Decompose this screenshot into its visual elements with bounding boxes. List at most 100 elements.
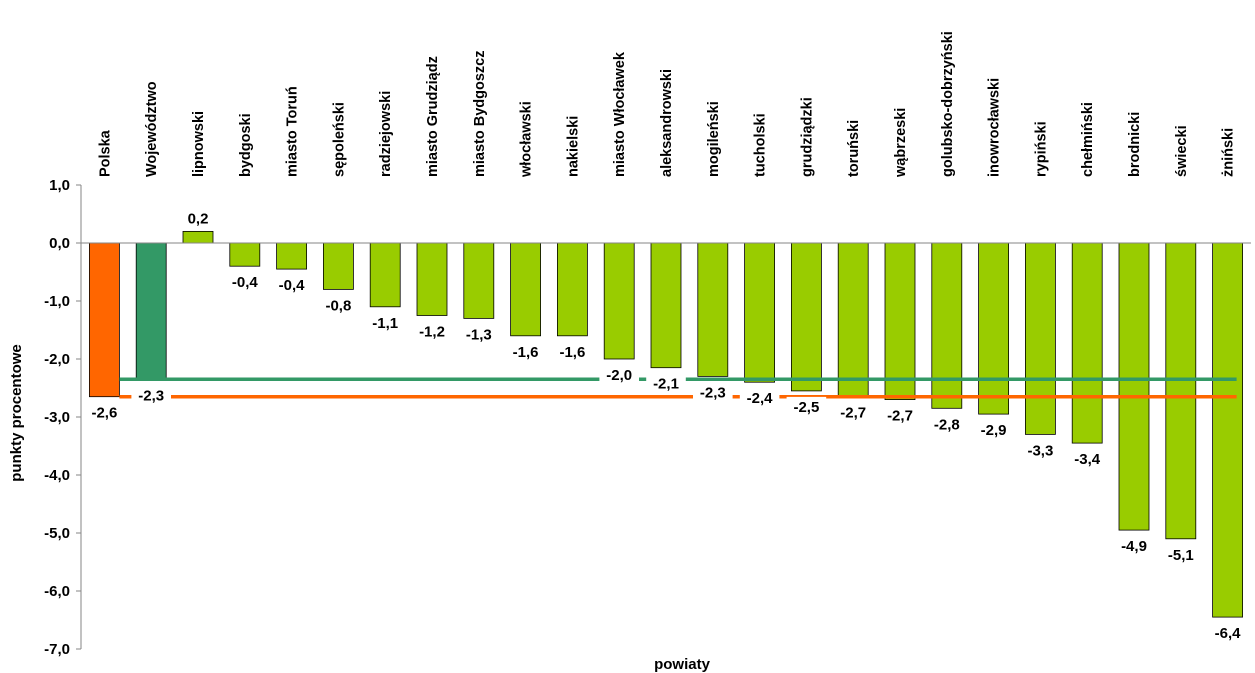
data-label: -2,7 — [840, 405, 866, 422]
bar-district — [1165, 242, 1197, 540]
category-label: miasto Włocławek — [612, 51, 628, 177]
category-label: tucholski — [753, 113, 769, 177]
category-label: Województwo — [144, 81, 160, 177]
data-label: -6,4 — [1215, 625, 1242, 642]
data-label-bg — [599, 365, 639, 385]
category-labels: Polska Województwo lipnowski bydgoski miasto… — [97, 31, 1236, 178]
data-label: -0,4 — [279, 277, 306, 294]
data-label-bg — [973, 420, 1014, 441]
data-label-bg — [552, 341, 593, 362]
data-label: -0,8 — [325, 297, 351, 314]
data-label-bg — [693, 382, 733, 403]
data-label-bg — [225, 272, 265, 293]
bar-district — [978, 242, 1009, 415]
category-label: mogileński — [706, 101, 722, 177]
category-label: inowrocławski — [987, 78, 1003, 177]
category-label: Polska — [97, 129, 113, 177]
category-label: wąbrzeski — [893, 108, 909, 178]
category-label: golubsko-dobrzyński — [940, 31, 956, 177]
data-label: -2,7 — [887, 408, 913, 425]
data-label: 0,2 — [188, 210, 209, 227]
category-label: włocławski — [519, 101, 535, 178]
data-label: -4,9 — [1121, 538, 1147, 555]
data-label: -2,4 — [747, 390, 774, 407]
data-label: -1,6 — [559, 344, 585, 361]
bar-district — [744, 242, 775, 383]
y-tick-label: -5,0 — [44, 525, 70, 542]
data-label: -2,0 — [606, 367, 632, 384]
data-label: -0,4 — [232, 274, 259, 291]
data-label: -5,1 — [1168, 547, 1194, 564]
y-tick-label: -2,0 — [44, 351, 70, 368]
category-label: radziejowski — [378, 91, 394, 177]
data-label-bg — [271, 275, 312, 296]
y-tick-label: -4,0 — [44, 467, 70, 484]
y-axis: 1,0 0,0 -1,0 -2,0 -3,0 -4,0 -5,0 -6,0 -7,0 — [44, 177, 82, 658]
bar-district — [229, 242, 261, 267]
category-label: toruński — [846, 120, 862, 177]
x-axis-title: powiaty — [654, 656, 710, 673]
bar-district — [1118, 242, 1150, 531]
data-label-bg — [646, 373, 686, 394]
bar-district — [791, 242, 822, 392]
bar-district — [603, 242, 635, 360]
data-label: -2,1 — [653, 376, 679, 393]
data-label-bg — [1207, 623, 1248, 644]
data-label-bg — [1020, 440, 1061, 461]
data-label-bg — [182, 208, 214, 229]
data-label: -2,9 — [981, 422, 1007, 439]
category-label: żniński — [1221, 128, 1237, 177]
y-tick-label: -1,0 — [44, 293, 70, 310]
bar-district — [1071, 242, 1103, 444]
category-label: świecki — [1174, 125, 1190, 177]
bar-country — [89, 242, 120, 398]
data-label: -2,8 — [934, 416, 960, 433]
data-label-bg — [365, 312, 405, 333]
bars — [81, 230, 1251, 618]
category-label: rypiński — [1033, 121, 1049, 177]
category-label: nakielski — [565, 116, 581, 177]
data-label-bg — [927, 414, 967, 435]
data-label: -1,3 — [466, 326, 492, 343]
y-tick-label: -6,0 — [44, 583, 70, 600]
data-label-bg — [412, 321, 452, 342]
bar-district — [182, 230, 214, 244]
data-label-bg — [739, 388, 780, 409]
category-label: miasto Toruń — [285, 86, 301, 177]
data-label-bg — [459, 324, 499, 345]
bar-district — [650, 242, 682, 369]
y-tick-label: -7,0 — [44, 641, 70, 658]
y-tick-label: 1,0 — [49, 177, 70, 194]
category-label: grudziądzki — [799, 97, 815, 177]
data-label: -3,3 — [1027, 442, 1053, 459]
data-label: -2,3 — [700, 384, 726, 401]
bar-district — [416, 242, 448, 316]
y-tick-label: -3,0 — [44, 409, 70, 426]
data-label-bg — [1067, 449, 1107, 470]
bar-district — [697, 242, 729, 377]
bar-district — [322, 242, 354, 290]
y-axis-title: punkty procentowe — [8, 344, 25, 482]
bar-district — [276, 242, 308, 270]
data-label-bg — [505, 341, 546, 362]
data-label: -2,3 — [138, 387, 164, 404]
data-label-bg — [131, 385, 171, 406]
bar-district — [1025, 242, 1056, 435]
data-label-bg — [786, 396, 827, 417]
data-label: -2,5 — [793, 399, 819, 416]
bar-district — [463, 242, 495, 319]
data-label: -1,1 — [372, 315, 398, 332]
category-label: miasto Bydgoszcz — [472, 51, 488, 178]
data-label-bg — [1161, 544, 1201, 565]
data-label-bg — [833, 402, 873, 423]
data-labels: -2,6 -2,3 0,2 -0,4 -0,4 -0,8 -1,1 -1,2 -1,3 -1,6 -… — [84, 208, 1248, 644]
bar-district — [884, 242, 916, 401]
bar-voivodeship — [135, 242, 167, 380]
category-label: brodnicki — [1127, 112, 1143, 177]
category-label: miasto Grudziądz — [425, 56, 441, 177]
category-label: lipnowski — [191, 111, 207, 177]
y-tick-label: 0,0 — [49, 235, 70, 252]
data-label: -3,4 — [1074, 451, 1101, 468]
data-label-bg — [880, 405, 920, 426]
